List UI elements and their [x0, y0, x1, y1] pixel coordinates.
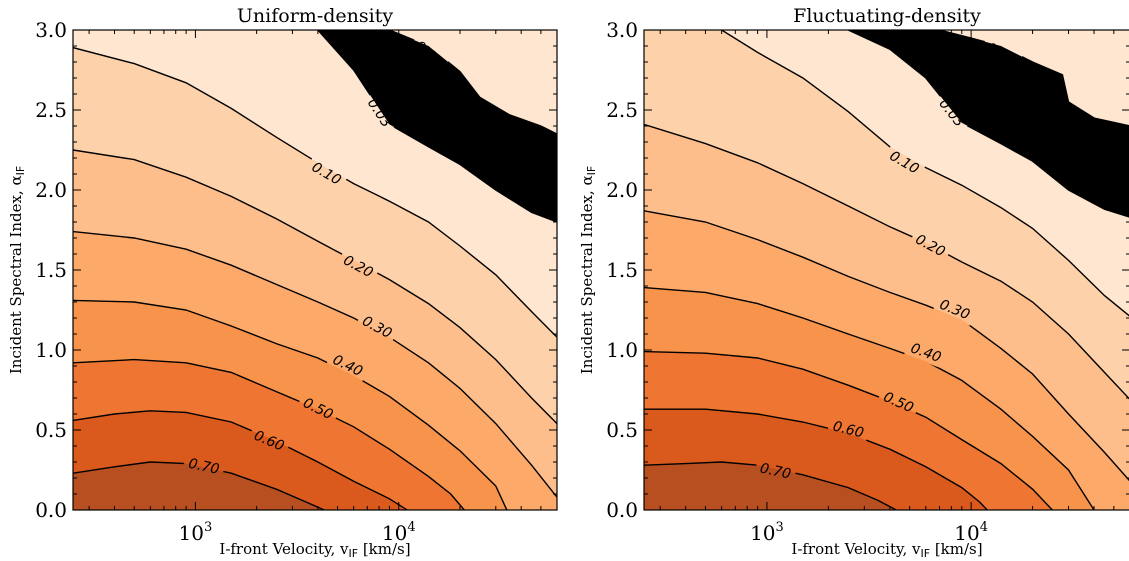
contour-line [939, 30, 1129, 127]
contour-line [73, 299, 508, 510]
contour-label: 0.70 [758, 461, 792, 483]
y-axis-label: Incident Spectral Index, αIF [7, 166, 27, 374]
plot-area [73, 30, 557, 510]
contour-line [644, 123, 1129, 400]
y-tick-label: 2.0 [606, 178, 638, 202]
y-tick-label: 2.0 [35, 178, 67, 202]
x-tick-label: 104 [382, 520, 416, 545]
contour-line [73, 461, 325, 510]
y-tick-label: 0.0 [35, 498, 67, 522]
x-axis-label: I-front Velocity, vIF [km/s] [219, 540, 410, 560]
contour-line [644, 461, 897, 510]
y-tick-label: 0.5 [606, 418, 638, 442]
contour-line [644, 286, 1095, 510]
contour-line [644, 408, 988, 510]
contour-line [73, 46, 557, 338]
contour-line [644, 210, 1129, 482]
contour-line [73, 358, 465, 510]
y-tick-label: 0.0 [606, 498, 638, 522]
contour-line [644, 350, 1053, 510]
x-tick-label: 103 [179, 520, 213, 545]
contour-line [847, 30, 1129, 218]
contour-label: 0.70 [187, 456, 221, 478]
x-tick-label: 103 [750, 520, 784, 545]
contour-label: 0.60 [831, 418, 865, 441]
chart-title: Uniform-density [237, 5, 393, 27]
y-tick-label: 1.0 [606, 338, 638, 362]
contour-line [73, 149, 557, 425]
y-tick-label: 2.5 [606, 98, 638, 122]
contour-line [317, 30, 557, 223]
plot-area [644, 30, 1129, 510]
contour-line [389, 30, 557, 135]
y-tick-label: 2.5 [35, 98, 67, 122]
y-tick-label: 3.0 [606, 18, 638, 42]
level-band [73, 462, 325, 510]
chart-title: Fluctuating-density [793, 5, 981, 27]
x-tick-label: 104 [954, 520, 988, 545]
contour-line [721, 30, 1129, 317]
y-tick-label: 0.5 [35, 418, 67, 442]
y-tick-label: 1.5 [35, 258, 67, 282]
contour-line [73, 410, 408, 510]
y-axis-label: Incident Spectral Index, αIF [578, 166, 598, 374]
y-tick-label: 1.5 [606, 258, 638, 282]
y-tick-label: 3.0 [35, 18, 67, 42]
contour-line [73, 230, 557, 498]
x-axis-label: I-front Velocity, vIF [km/s] [791, 540, 982, 560]
level-band [644, 462, 897, 510]
y-tick-label: 1.0 [35, 338, 67, 362]
